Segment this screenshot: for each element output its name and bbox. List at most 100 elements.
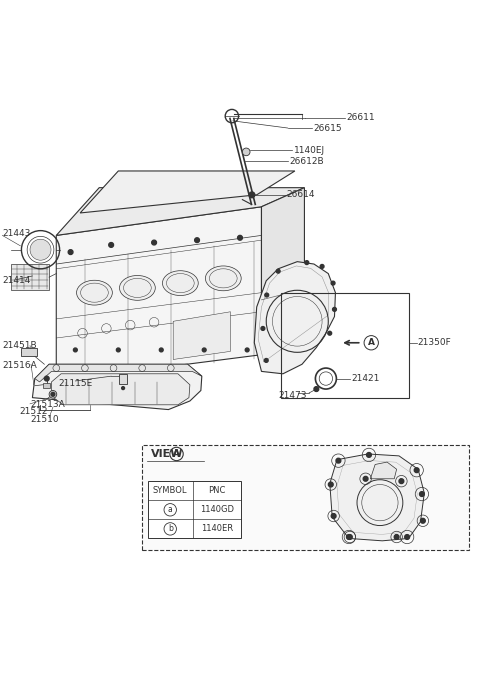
Text: a: a	[415, 467, 419, 473]
Text: 26614: 26614	[287, 191, 315, 199]
Text: 21512: 21512	[20, 408, 48, 416]
Circle shape	[363, 477, 368, 481]
Text: a: a	[420, 491, 424, 497]
Text: 26612B: 26612B	[289, 157, 324, 166]
Text: 26611: 26611	[347, 113, 375, 122]
Text: 1140EJ: 1140EJ	[294, 146, 325, 155]
Circle shape	[320, 264, 324, 268]
Circle shape	[249, 192, 255, 197]
Text: 26615: 26615	[313, 124, 342, 132]
Ellipse shape	[162, 270, 198, 295]
Text: b: b	[421, 518, 425, 524]
Circle shape	[399, 479, 404, 483]
Circle shape	[238, 235, 242, 240]
Polygon shape	[22, 349, 37, 356]
Circle shape	[242, 148, 250, 155]
Text: 21414: 21414	[2, 276, 31, 285]
Circle shape	[367, 452, 372, 457]
Text: b: b	[363, 476, 368, 482]
Polygon shape	[330, 454, 424, 541]
Circle shape	[30, 239, 51, 260]
Circle shape	[333, 308, 336, 311]
Bar	[142, 445, 469, 550]
Text: a: a	[367, 452, 371, 458]
Polygon shape	[35, 364, 202, 382]
Text: a: a	[336, 458, 340, 464]
Polygon shape	[56, 188, 304, 235]
Circle shape	[202, 348, 206, 352]
Text: 21451B: 21451B	[2, 341, 37, 350]
Text: A: A	[173, 450, 180, 458]
Circle shape	[264, 358, 268, 362]
Circle shape	[328, 482, 333, 487]
Text: SYMBOL: SYMBOL	[153, 486, 188, 496]
Circle shape	[276, 269, 280, 273]
Circle shape	[44, 376, 49, 381]
Text: a: a	[405, 534, 409, 540]
Circle shape	[420, 518, 425, 523]
Polygon shape	[254, 262, 336, 374]
Text: 21473: 21473	[278, 391, 307, 400]
Circle shape	[159, 348, 163, 352]
Circle shape	[314, 387, 319, 391]
Text: b: b	[395, 534, 399, 540]
Circle shape	[348, 535, 352, 539]
Text: b: b	[329, 481, 333, 487]
Circle shape	[68, 249, 73, 254]
Circle shape	[394, 535, 399, 539]
Bar	[43, 383, 50, 388]
Text: 21421: 21421	[351, 374, 380, 383]
Circle shape	[331, 281, 335, 285]
Text: b: b	[348, 534, 352, 540]
Circle shape	[121, 387, 124, 389]
Circle shape	[195, 238, 199, 243]
Circle shape	[336, 458, 341, 463]
Circle shape	[420, 491, 424, 496]
Bar	[119, 374, 127, 384]
Ellipse shape	[205, 266, 241, 291]
Text: b: b	[399, 478, 404, 484]
Circle shape	[265, 293, 269, 297]
Ellipse shape	[120, 276, 156, 300]
Polygon shape	[11, 264, 49, 290]
Ellipse shape	[76, 281, 112, 305]
Circle shape	[116, 348, 120, 352]
Circle shape	[73, 348, 77, 352]
Circle shape	[109, 243, 114, 247]
Text: 21115E: 21115E	[59, 379, 93, 388]
Text: 1140GD: 1140GD	[200, 505, 234, 514]
Text: A: A	[368, 338, 375, 347]
Text: b: b	[168, 525, 173, 533]
Bar	[281, 293, 409, 397]
Text: 21350F: 21350F	[418, 338, 451, 347]
Circle shape	[328, 331, 332, 335]
Circle shape	[305, 261, 309, 264]
Circle shape	[152, 240, 156, 245]
Circle shape	[51, 392, 55, 396]
Circle shape	[405, 535, 409, 539]
Circle shape	[245, 348, 249, 352]
Polygon shape	[173, 312, 230, 360]
Circle shape	[331, 514, 336, 518]
Text: 1140ER: 1140ER	[201, 525, 233, 533]
Text: 21516A: 21516A	[2, 361, 37, 370]
Text: 21510: 21510	[30, 414, 59, 424]
Circle shape	[49, 391, 57, 398]
Polygon shape	[33, 364, 202, 410]
Text: a: a	[347, 534, 351, 540]
Text: 21513A: 21513A	[30, 400, 65, 409]
Text: 21443: 21443	[2, 228, 31, 237]
Text: a: a	[168, 505, 173, 514]
Circle shape	[414, 468, 419, 473]
Circle shape	[347, 535, 351, 539]
Polygon shape	[51, 374, 190, 405]
Text: VIEW: VIEW	[151, 449, 183, 459]
Bar	[148, 481, 241, 538]
Circle shape	[261, 327, 265, 331]
Text: b: b	[332, 513, 336, 519]
Polygon shape	[371, 462, 396, 479]
Polygon shape	[262, 188, 304, 355]
Text: PNC: PNC	[208, 486, 226, 496]
Polygon shape	[56, 207, 262, 381]
Polygon shape	[80, 171, 295, 213]
